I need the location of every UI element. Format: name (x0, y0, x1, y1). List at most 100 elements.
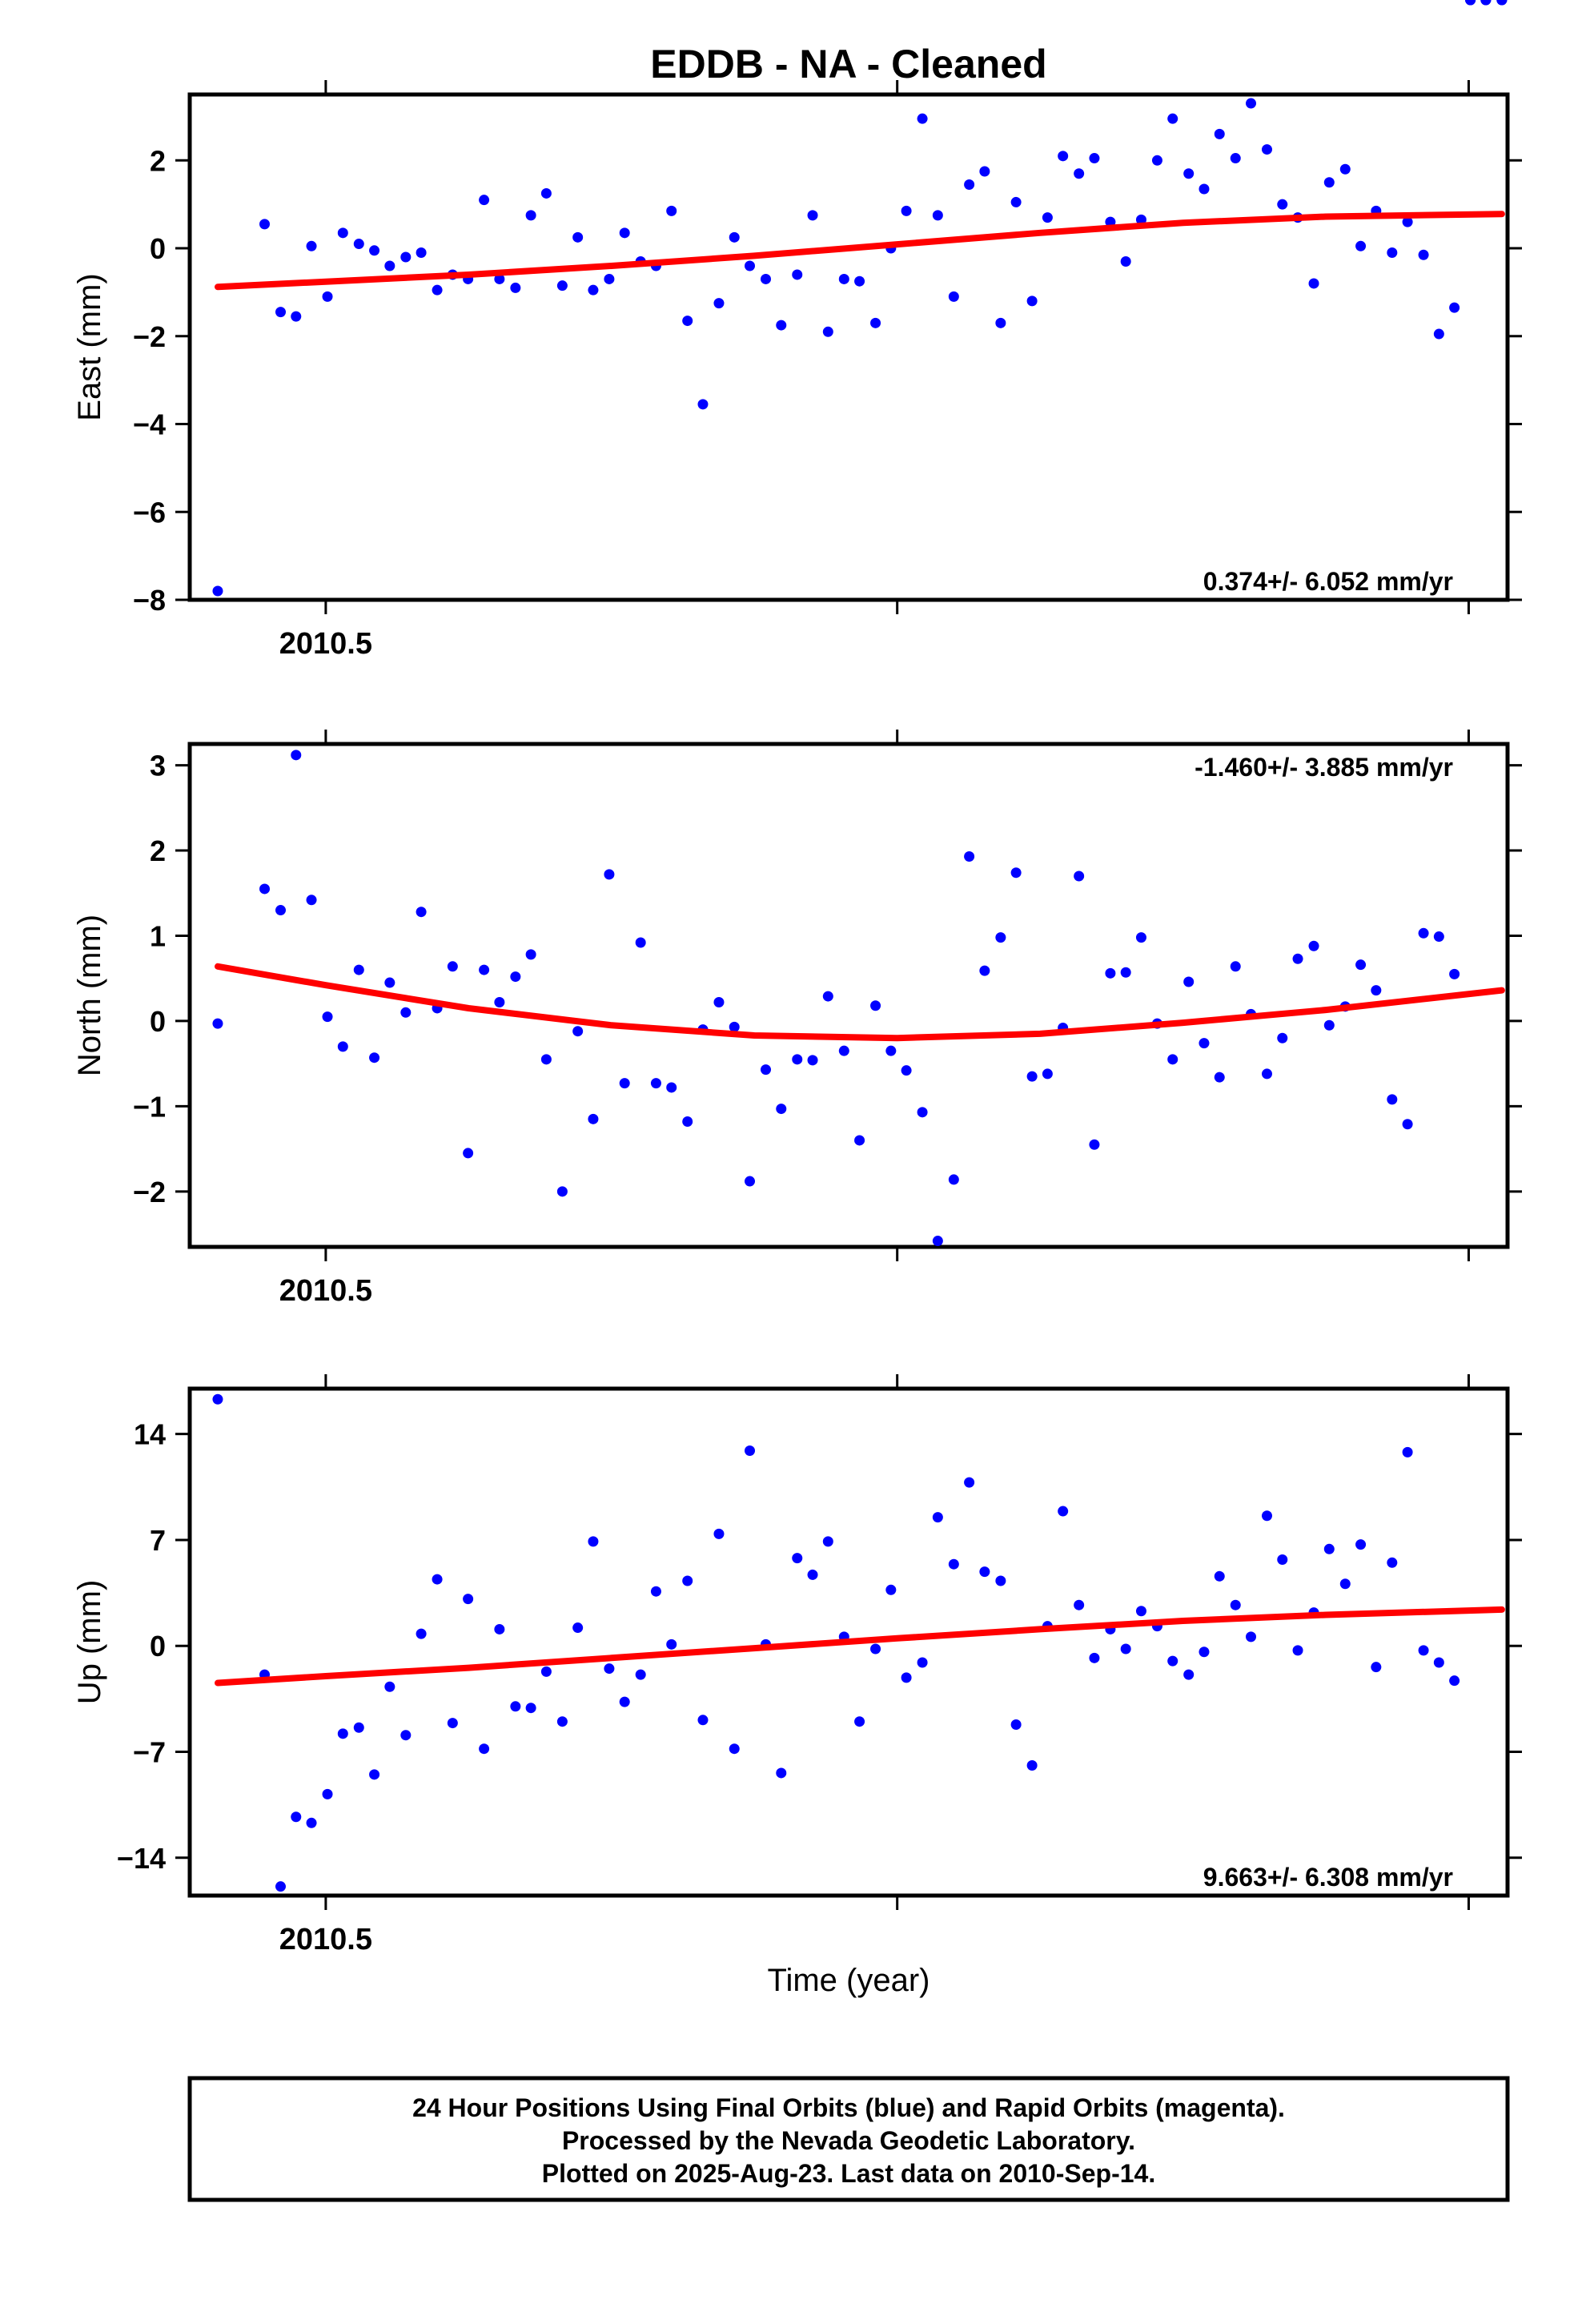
east-data-point (1261, 144, 1272, 155)
up-ytick-label: 7 (150, 1524, 166, 1557)
up-data-point (275, 1881, 286, 1892)
up-data-point (1167, 1655, 1178, 1667)
north-data-point (761, 1064, 772, 1076)
up-data-point (1246, 1631, 1257, 1642)
up-data-point (885, 1584, 897, 1595)
east-data-point (572, 231, 584, 243)
up-ytick-label: 0 (150, 1630, 166, 1663)
north-data-point (416, 907, 427, 918)
north-data-point (556, 1186, 568, 1197)
up-data-point (635, 1669, 646, 1680)
up-data-point (1323, 1543, 1335, 1554)
up-data-point (1465, 0, 1476, 6)
north-data-point (588, 1113, 599, 1124)
east-data-point (870, 317, 881, 328)
north-data-point (1230, 961, 1241, 972)
up-data-point (479, 1743, 490, 1755)
east-data-point (432, 284, 443, 296)
up-data-point (619, 1696, 630, 1707)
up-data-point (353, 1722, 364, 1733)
up-data-point (1089, 1652, 1100, 1663)
east-data-point (917, 113, 928, 124)
up-data-point (1433, 1657, 1444, 1668)
up-data-point (822, 1536, 833, 1547)
up-panel: −14 −7 0 7 14 2010.5 Up (mm) 9.663+/- 6.308 mm/… (72, 0, 1522, 1956)
north-data-point (1026, 1071, 1038, 1082)
east-data-point (1402, 216, 1413, 227)
up-data-point (400, 1730, 412, 1741)
up-data-point (510, 1701, 521, 1712)
north-data-point (870, 1000, 881, 1011)
up-ytick-label: −14 (117, 1842, 166, 1875)
north-data-point (1199, 1038, 1210, 1049)
up-data-point (1387, 1557, 1398, 1568)
up-ytick-label: 14 (134, 1418, 166, 1451)
north-ytick-label: 2 (150, 834, 166, 867)
east-data-point (291, 311, 302, 322)
up-data-point (1480, 0, 1492, 6)
up-data-point (1339, 1578, 1351, 1590)
up-data-point (556, 1716, 568, 1727)
north-data-point (713, 997, 725, 1008)
up-data-point (917, 1657, 928, 1668)
east-data-point (322, 291, 333, 302)
north-ytick-label: 3 (150, 750, 166, 782)
up-data-point (291, 1811, 302, 1823)
up-fit-curve (215, 1606, 1505, 1687)
up-data-point (604, 1663, 615, 1675)
north-data-point (666, 1082, 677, 1093)
north-data-point (854, 1135, 865, 1146)
east-data-point (838, 273, 849, 284)
east-data-point (1339, 163, 1351, 175)
north-data-point (1292, 953, 1303, 964)
up-data-point (666, 1638, 677, 1650)
east-data-point (854, 275, 865, 287)
up-data-point (979, 1566, 990, 1578)
north-data-point (369, 1052, 380, 1063)
up-data-point (369, 1769, 380, 1780)
footer-line-2: Processed by the Nevada Geodetic Laborat… (562, 2126, 1135, 2155)
east-data-point (619, 227, 630, 239)
east-data-point (510, 282, 521, 293)
up-data-point (1402, 1446, 1413, 1458)
up-data-point (948, 1558, 959, 1570)
up-data-point (964, 1477, 975, 1488)
north-data-point (1355, 959, 1367, 971)
east-data-point (948, 291, 959, 302)
east-data-point (1230, 153, 1241, 164)
east-data-point (995, 317, 1006, 328)
east-data-point (1042, 212, 1053, 223)
east-data-point (1433, 328, 1444, 340)
north-data-point (1277, 1032, 1288, 1043)
up-plot-frame (187, 1386, 1510, 1898)
north-data-point (964, 851, 975, 862)
up-y-axis-label: Up (mm) (72, 1580, 107, 1705)
up-data-point (1277, 1554, 1288, 1566)
north-data-point (259, 883, 271, 895)
north-ytick-label: −2 (133, 1176, 166, 1208)
east-data-point (1308, 278, 1319, 289)
north-panel: −2 −1 0 1 2 3 2010.5 North (mm) -1.460+/- 3.885 … (72, 0, 1522, 1308)
east-data-point (604, 273, 615, 284)
east-data-point (369, 245, 380, 256)
north-data-point (1308, 940, 1319, 951)
east-data-point (540, 187, 552, 199)
east-data-point (792, 269, 803, 280)
east-ytick-label: −6 (133, 496, 166, 529)
up-data-point (697, 1715, 709, 1726)
north-data-point (572, 1026, 584, 1037)
up-data-point (322, 1788, 333, 1799)
north-data-point (1105, 967, 1116, 979)
east-data-point (682, 316, 693, 327)
north-data-point (807, 1055, 818, 1066)
east-data-point (932, 210, 943, 221)
up-data-point (1292, 1645, 1303, 1656)
north-data-point (1402, 1119, 1413, 1130)
up-data-point (1230, 1599, 1241, 1610)
up-data-point (745, 1445, 756, 1456)
east-data-point (1418, 249, 1429, 260)
north-data-point (306, 895, 317, 906)
north-data-point (322, 1011, 333, 1023)
north-data-point (1323, 1019, 1335, 1031)
east-data-point (1135, 214, 1146, 225)
